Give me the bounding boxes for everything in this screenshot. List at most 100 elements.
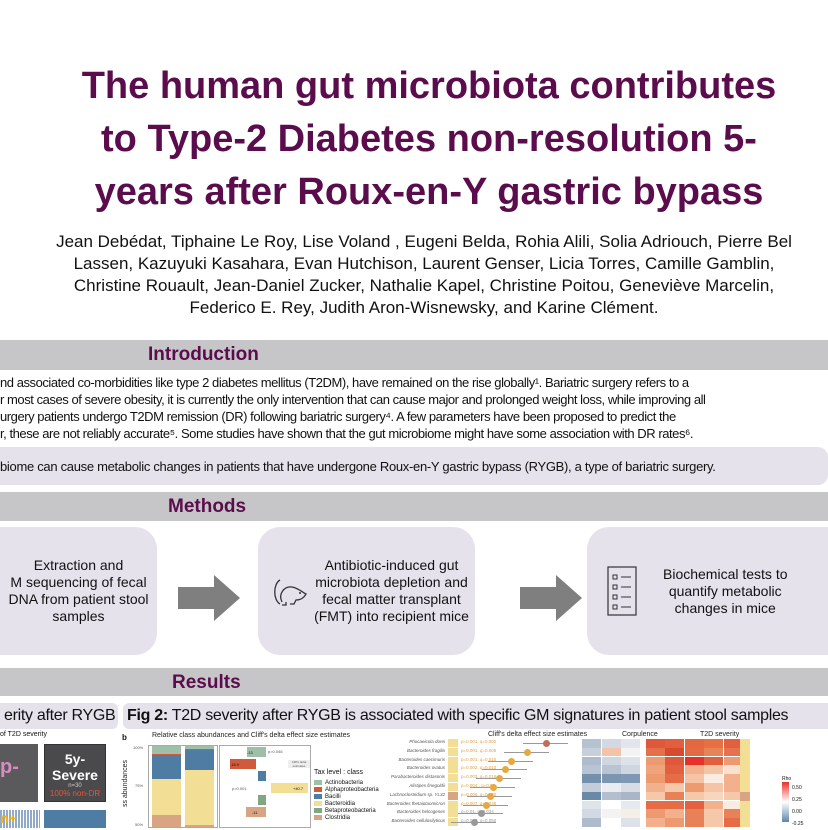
method-step-biochem: Biochemical tests to quantify metabolic …	[587, 527, 828, 655]
panel-title: Relative class abundances and Cliff's de…	[152, 732, 350, 739]
heatmap-cell	[704, 809, 723, 818]
heatmap-cell	[621, 791, 640, 801]
class-swatch	[740, 791, 750, 801]
class-swatch	[448, 774, 458, 783]
legend-item: Bacilli	[314, 793, 379, 800]
heatmap-cell	[665, 800, 684, 810]
class-swatch	[740, 809, 750, 819]
heatmap-cell	[665, 774, 684, 783]
heatmap-cell	[621, 783, 640, 792]
results-header: Results	[0, 668, 828, 696]
species-name: Parabacteroides distasonis	[390, 774, 445, 780]
heatmap-cell	[665, 765, 684, 774]
delta-bar	[258, 771, 266, 781]
title-line: years after Roux-en-Y gastric bypass	[94, 171, 764, 213]
effect-point	[487, 792, 494, 800]
heatmap-cell	[704, 747, 723, 757]
effect-point	[483, 801, 490, 809]
heatmap-cell	[704, 800, 723, 810]
legend-item: Bacteroidia	[314, 800, 379, 807]
class-legend: Tax level : class Actinobacteria Alphapro…	[314, 769, 379, 821]
methods-header: Methods	[0, 492, 828, 521]
intro-line: nd associated co-morbidities like type 2…	[0, 375, 689, 390]
p-value: p=0.002, q=0.013	[461, 765, 497, 771]
y-axis-label: ss abundances	[122, 759, 130, 808]
heatmap-cell	[621, 809, 640, 818]
method-step-text: Extraction and M sequencing of fecal DNA…	[8, 557, 149, 624]
species-row: Bacteroides cellulosilyticus p=0.017, q=0…	[360, 818, 780, 827]
species-name: Alistipes finegoldii	[409, 783, 445, 788]
heatmap-cell	[723, 791, 743, 801]
heatmap-cell	[684, 739, 704, 748]
p-value: p=0.007, q=0.036	[461, 800, 497, 806]
box-label: n+	[0, 810, 17, 826]
method-step-sequencing: Extraction and M sequencing of fecal DNA…	[0, 527, 157, 655]
heatmap-cell	[704, 756, 723, 766]
class-swatch	[740, 818, 750, 827]
heatmap-cell	[684, 783, 704, 792]
heatmap-cell	[723, 756, 743, 766]
effect-point	[490, 784, 497, 791]
heatmap-cell	[645, 818, 665, 827]
intro-line: r, these are not reliably accurate⁵. Som…	[0, 426, 694, 441]
heatmap-cell	[601, 818, 621, 827]
species-name: Bacteroides cellulosilyticus	[391, 818, 445, 824]
arrow-right-icon	[178, 575, 240, 621]
class-swatch	[448, 791, 458, 800]
heatmap-cell	[665, 791, 684, 801]
heatmap-cell	[704, 791, 723, 801]
effect-point	[543, 740, 550, 747]
p-value: p=0.017, q=0.050	[461, 818, 497, 824]
section-heading: Results	[172, 672, 241, 693]
heatmap-cell	[645, 791, 665, 801]
legend-label: Bacteroidia	[325, 800, 356, 807]
heatmap-cell	[645, 747, 665, 757]
intro-line: urgery patients undergo T2DM remission (…	[0, 409, 676, 424]
legend-label: Betaproteobacteria	[325, 807, 376, 814]
species-name: Bacteroides caecimuris	[398, 756, 445, 762]
heatmap-cell	[723, 809, 743, 818]
effect-point	[478, 810, 485, 818]
stacked-bar	[185, 746, 214, 827]
heatmap-cell	[582, 756, 601, 766]
heatmap-cell	[601, 783, 621, 792]
legend-title: Tax level : class	[314, 769, 364, 776]
class-swatch	[740, 765, 750, 775]
heatmap-cell	[665, 809, 684, 818]
heatmap-cell	[601, 774, 621, 783]
heatmap-cell	[665, 739, 684, 748]
heatmap-cell	[582, 765, 601, 774]
delta-bar	[258, 795, 266, 805]
effect-point	[502, 766, 509, 774]
hypothesis-text: biome can cause metabolic changes in pat…	[0, 459, 716, 474]
heatmap-cell	[684, 809, 704, 818]
heatmap-cell	[723, 774, 743, 783]
legend-swatch	[314, 794, 322, 799]
forest-heatmap: Phocaeicola dorei p=0.001, q=0.002 Bactero…	[360, 739, 780, 828]
cliff-label: Cliff's delta estimates	[288, 760, 310, 768]
heatmap-cell	[621, 818, 640, 827]
heatmap-cell	[723, 765, 743, 774]
class-swatch	[448, 739, 458, 747]
fig1-subtitle: of T2D severity	[0, 731, 47, 738]
class-swatch	[740, 783, 750, 792]
introduction-text: nd associated co-morbidities like type 2…	[0, 374, 706, 442]
checklist-icon	[607, 566, 637, 616]
fig1-box-left: p-	[0, 744, 38, 802]
heatmap-cell	[684, 818, 704, 827]
author-line: Christine Rouault, Jean-Daniel Zucker, N…	[73, 276, 775, 295]
effect-point	[508, 757, 515, 765]
heatmap-cell	[582, 783, 601, 792]
heatmap-cell	[645, 765, 665, 774]
heatmap-cell	[582, 739, 601, 748]
effect-point	[524, 748, 531, 756]
caption-text: erity after RYGB	[4, 707, 116, 724]
legend-item: Clostridia	[314, 814, 379, 821]
heatmap-cell	[601, 809, 621, 818]
heatmap-cell	[621, 747, 640, 757]
class-swatch	[740, 756, 750, 766]
p-value: p=0.001, q=0.006	[461, 747, 497, 753]
heatmap-cell	[704, 783, 723, 792]
legend-items: Actinobacteria Alphaproteobacteria Bacilli…	[314, 779, 379, 821]
heatmap-cell	[684, 791, 704, 801]
